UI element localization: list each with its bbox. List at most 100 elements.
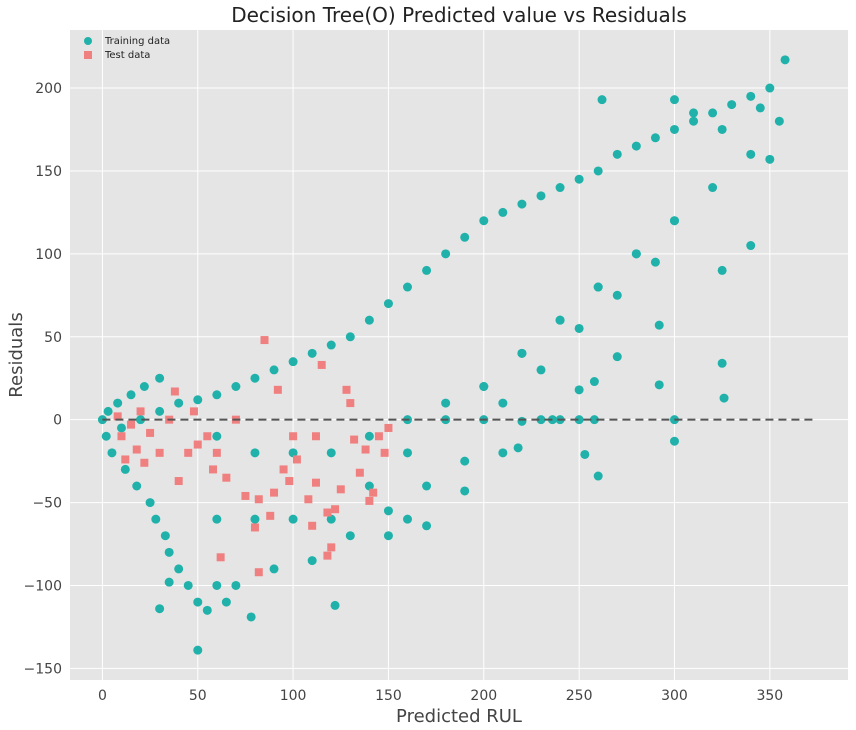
training-data-point xyxy=(345,332,355,342)
training-data-point xyxy=(593,282,603,292)
test-data-point xyxy=(203,432,212,441)
test-data-point xyxy=(241,491,250,500)
test-data-point xyxy=(342,385,351,394)
test-data-point xyxy=(311,478,320,487)
test-data-point xyxy=(216,553,225,562)
test-data-point xyxy=(254,495,263,504)
training-data-point xyxy=(269,365,279,375)
training-data-point xyxy=(517,416,527,426)
training-data-point xyxy=(364,431,374,441)
test-data-point xyxy=(254,568,263,577)
training-data-point xyxy=(212,390,222,400)
test-data-point xyxy=(289,432,298,441)
training-data-point xyxy=(212,580,222,590)
test-data-point xyxy=(174,477,183,486)
test-data-point xyxy=(273,385,282,394)
training-data-point xyxy=(689,108,699,118)
training-data-point xyxy=(517,199,527,209)
training-data-point xyxy=(479,216,489,226)
test-data-point xyxy=(140,458,149,467)
training-data-point xyxy=(212,431,222,441)
y-tick-label: −50 xyxy=(32,496,62,512)
legend-marker-training xyxy=(84,37,92,45)
training-data-point xyxy=(441,398,451,408)
training-data-point xyxy=(597,95,607,105)
training-data-point xyxy=(103,406,113,416)
x-tick-label: 200 xyxy=(470,688,497,704)
test-data-point xyxy=(308,521,317,530)
training-data-point xyxy=(574,174,584,184)
training-data-point xyxy=(498,448,508,458)
test-data-point xyxy=(285,477,294,486)
training-data-point xyxy=(612,352,622,362)
training-data-point xyxy=(164,577,174,587)
training-data-point xyxy=(669,216,679,226)
x-axis-label: Predicted RUL xyxy=(396,706,522,727)
x-tick-label: 100 xyxy=(280,688,307,704)
test-data-point xyxy=(331,505,340,514)
training-data-point xyxy=(746,149,756,159)
test-data-point xyxy=(380,448,389,457)
y-axis-label: Residuals xyxy=(6,312,27,397)
test-data-point xyxy=(113,412,122,421)
y-tick-label: 50 xyxy=(44,330,62,346)
test-data-point xyxy=(317,360,326,369)
training-data-point xyxy=(650,257,660,267)
y-tick-label: −150 xyxy=(24,661,62,677)
test-data-point xyxy=(222,473,231,482)
legend-label-test: Test data xyxy=(104,50,150,61)
training-data-point xyxy=(717,358,727,368)
training-data-point xyxy=(574,323,584,333)
training-data-point xyxy=(155,373,165,383)
training-data-point xyxy=(174,564,184,574)
training-data-point xyxy=(669,95,679,105)
test-data-point xyxy=(170,387,179,396)
legend: Training data Test data xyxy=(84,36,170,61)
training-data-point xyxy=(145,498,155,508)
training-data-point xyxy=(288,357,298,367)
legend-label-training: Training data xyxy=(104,36,170,47)
test-data-point xyxy=(136,407,145,416)
training-data-point xyxy=(250,514,260,524)
training-data-point xyxy=(113,398,123,408)
training-data-point xyxy=(460,486,470,496)
y-tick-label: 200 xyxy=(35,81,62,97)
training-data-point xyxy=(250,448,260,458)
test-data-point xyxy=(117,432,126,441)
x-tick-label: 350 xyxy=(756,688,783,704)
training-data-point xyxy=(155,406,165,416)
training-data-point xyxy=(765,154,775,164)
test-data-point xyxy=(384,423,393,432)
test-data-point xyxy=(270,488,279,497)
training-data-point xyxy=(160,531,170,541)
training-data-point xyxy=(717,124,727,134)
training-data-point xyxy=(288,514,298,524)
training-data-point xyxy=(307,348,317,358)
training-data-point xyxy=(231,580,241,590)
training-data-point xyxy=(589,415,599,425)
training-data-point xyxy=(717,265,727,275)
training-data-point xyxy=(774,116,784,126)
training-data-point xyxy=(250,373,260,383)
training-data-point xyxy=(517,348,527,358)
tick-labels: 0 50 100 150 200 250 300 350 −150 −100 −50 0 50 100 15… xyxy=(24,81,784,704)
x-tick-label: 0 xyxy=(98,688,107,704)
test-data-point xyxy=(327,543,336,552)
test-data-point xyxy=(189,407,198,416)
training-data-point xyxy=(631,249,641,259)
training-data-point xyxy=(326,448,336,458)
training-data-point xyxy=(536,365,546,375)
training-data-point xyxy=(460,456,470,466)
training-data-point xyxy=(202,605,212,615)
training-data-point xyxy=(326,340,336,350)
training-data-point xyxy=(708,183,718,193)
training-data-point xyxy=(669,124,679,134)
training-data-point xyxy=(580,449,590,459)
training-data-point xyxy=(441,249,451,259)
training-data-point xyxy=(193,645,203,655)
grid xyxy=(70,30,848,680)
legend-marker-test xyxy=(84,51,92,59)
training-data-point xyxy=(116,423,126,433)
training-data-point xyxy=(593,166,603,176)
